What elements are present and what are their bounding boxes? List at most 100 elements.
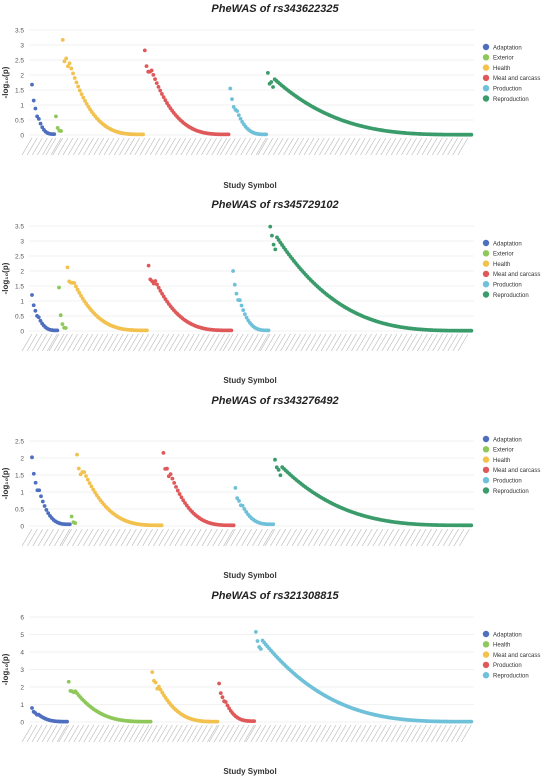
data-point[interactable] [60,38,65,42]
data-point[interactable] [150,670,155,675]
data-point[interactable] [58,313,63,318]
data-point[interactable] [46,511,51,516]
data-point[interactable] [71,71,75,76]
data-point[interactable] [157,684,161,689]
data-point[interactable] [255,639,260,643]
data-point[interactable] [160,690,165,695]
data-point[interactable] [89,484,94,489]
data-point[interactable] [55,328,60,333]
legend-item[interactable]: Meat and carcass [482,270,541,279]
data-point[interactable] [218,691,223,696]
legend-item[interactable]: Health [482,260,511,268]
legend-item[interactable]: Production [482,661,522,670]
data-point[interactable] [93,490,97,495]
legend-item[interactable]: Exterior [482,446,514,454]
data-point[interactable] [67,522,72,527]
data-point[interactable] [79,293,83,298]
data-point[interactable] [42,504,47,508]
data-point[interactable] [52,132,57,137]
data-point[interactable] [155,282,159,287]
data-point[interactable] [79,92,84,97]
legend-item[interactable]: Reproduction [482,95,529,103]
data-point[interactable] [77,290,82,295]
legend-item[interactable]: Adaptation [482,435,522,444]
data-point[interactable] [74,284,78,289]
data-point[interactable] [156,85,161,89]
data-point[interactable] [230,97,234,102]
data-point[interactable] [67,61,72,66]
data-point[interactable] [258,647,263,651]
data-point[interactable] [146,263,151,268]
legend-item[interactable]: Adaptation [482,630,522,639]
data-point[interactable] [153,77,157,81]
data-point[interactable] [276,467,281,472]
data-point[interactable] [234,291,239,296]
data-point[interactable] [231,523,236,528]
data-point[interactable] [33,106,38,111]
data-point[interactable] [181,498,186,503]
data-point[interactable] [74,80,79,85]
data-point[interactable] [238,116,243,121]
data-point[interactable] [172,480,177,485]
data-point[interactable] [38,318,43,323]
legend-item[interactable]: Production [482,281,522,289]
data-point[interactable] [233,486,238,490]
legend-item[interactable]: Reproduction [482,672,529,680]
data-point[interactable] [60,322,65,326]
legend-item[interactable]: Reproduction [482,487,529,495]
data-point[interactable] [57,285,61,290]
data-point[interactable] [144,64,149,69]
data-point[interactable] [153,680,158,685]
legend-item[interactable]: Health [482,456,511,464]
data-point[interactable] [268,224,273,229]
data-point[interactable] [240,503,245,508]
legend-item[interactable]: Reproduction [482,291,529,299]
data-point[interactable] [31,303,36,308]
data-point[interactable] [215,719,220,724]
data-point[interactable] [38,121,43,126]
data-point[interactable] [63,326,68,330]
data-point[interactable] [87,481,92,486]
data-point[interactable] [30,293,34,297]
data-point[interactable] [151,72,156,77]
data-point[interactable] [265,71,270,75]
data-point[interactable] [177,492,182,496]
data-point[interactable] [236,113,241,118]
data-point[interactable] [65,265,70,270]
legend-item[interactable]: Meat and carcass [482,74,541,82]
data-point[interactable] [84,102,89,106]
legend-item[interactable]: Health [482,641,511,649]
data-point[interactable] [161,95,166,100]
data-point[interactable] [149,68,154,73]
data-point[interactable] [239,303,244,308]
data-point[interactable] [223,700,228,704]
data-point[interactable] [237,499,241,503]
data-point[interactable] [54,114,58,119]
data-point[interactable] [237,298,242,303]
data-point[interactable] [141,132,146,137]
data-point[interactable] [82,470,87,475]
data-point[interactable] [65,719,69,724]
legend-item[interactable]: Meat and carcass [482,466,541,475]
data-point[interactable] [229,328,234,333]
data-point[interactable] [39,494,43,499]
data-point[interactable] [142,48,147,53]
data-point[interactable] [270,233,274,238]
data-point[interactable] [31,471,36,476]
data-point[interactable] [83,98,87,103]
data-point[interactable] [72,281,77,285]
data-point[interactable] [273,247,278,252]
data-point[interactable] [160,291,165,296]
data-point[interactable] [84,474,88,478]
data-point[interactable] [30,706,34,710]
data-point[interactable] [469,523,474,528]
data-point[interactable] [62,59,67,64]
data-point[interactable] [91,487,96,492]
data-point[interactable] [153,279,158,283]
data-point[interactable] [148,719,153,724]
data-point[interactable] [235,496,240,501]
data-point[interactable] [243,312,247,317]
data-point[interactable] [231,104,236,109]
data-point[interactable] [252,719,257,724]
data-point[interactable] [69,514,74,519]
